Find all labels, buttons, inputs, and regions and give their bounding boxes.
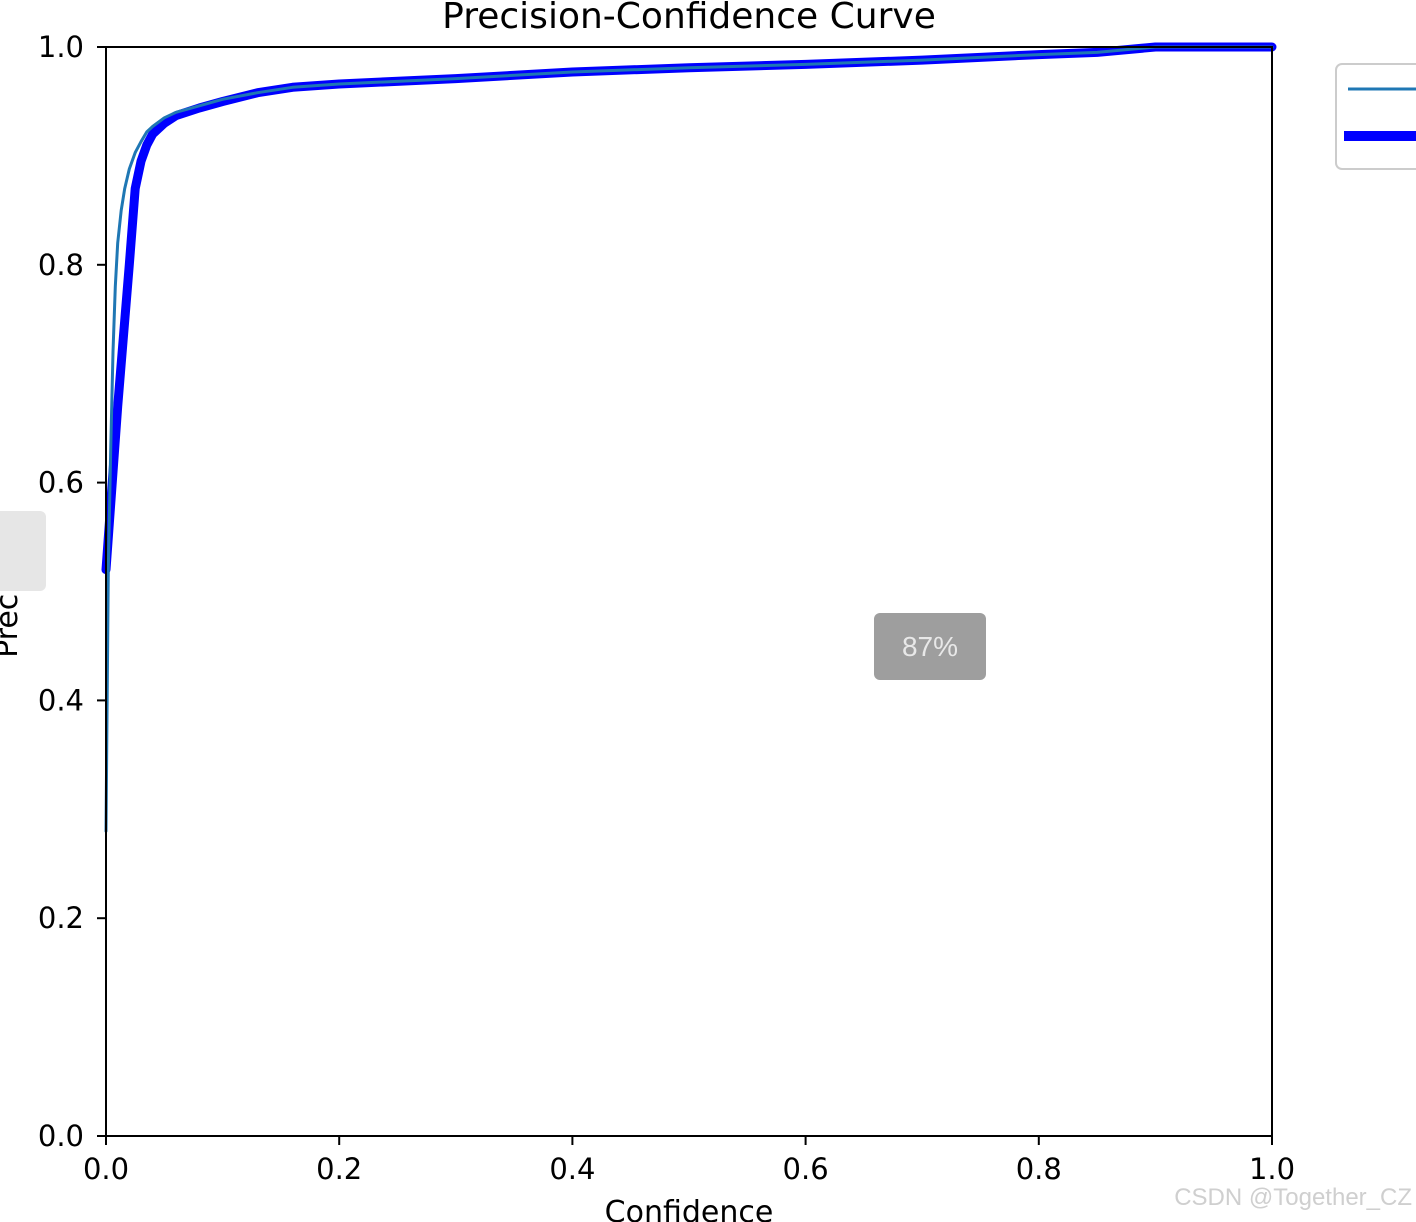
y-tick-label: 1.0: [38, 30, 84, 64]
x-axis-ticks: 0.0 0.2 0.4 0.6 0.8 1.0: [83, 1136, 1295, 1186]
legend-box: [1335, 63, 1416, 170]
legend: [1335, 63, 1416, 170]
y-tick-label: 0.2: [38, 901, 84, 935]
x-axis-label: Confidence: [605, 1195, 774, 1222]
y-label-overlay: [0, 511, 46, 591]
x-tick-label: 0.6: [783, 1152, 829, 1186]
x-tick-label: 0.0: [83, 1152, 129, 1186]
y-axis-ticks: 0.0 0.2 0.4 0.6 0.8 1.0: [38, 30, 106, 1153]
series-line-2: [101, 42, 1277, 575]
y-tick-label: 0.8: [38, 248, 84, 282]
x-tick-label: 0.2: [316, 1152, 362, 1186]
chart-title: Precision-Confidence Curve: [442, 0, 936, 37]
zoom-level-badge: 87%: [874, 613, 986, 680]
watermark: CSDN @Together_CZ: [1174, 1184, 1412, 1211]
x-tick-label: 0.4: [549, 1152, 595, 1186]
y-tick-label: 0.6: [38, 466, 84, 500]
y-tick-label: 0.0: [38, 1119, 84, 1153]
y-tick-label: 0.4: [38, 683, 84, 717]
series-line-1: [104, 45, 1274, 833]
x-tick-label: 1.0: [1249, 1152, 1295, 1186]
series-layer: [101, 42, 1277, 833]
axes-frame: [105, 46, 1273, 1137]
x-tick-label: 0.8: [1016, 1152, 1062, 1186]
